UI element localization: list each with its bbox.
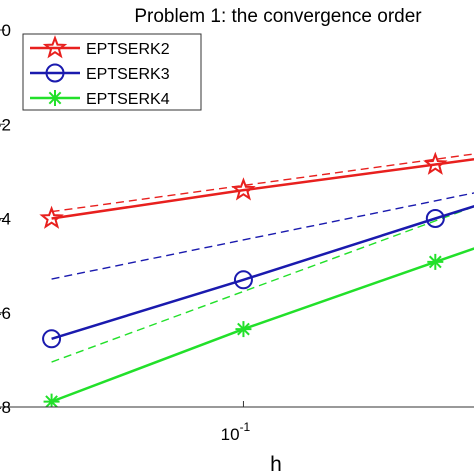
reference-line-3 bbox=[51, 205, 474, 363]
y-tick-label: -4 bbox=[0, 210, 11, 229]
legend-label: EPTSERK3 bbox=[86, 66, 170, 83]
series-line-eptserk2 bbox=[51, 157, 474, 220]
legend-marker bbox=[45, 63, 65, 83]
y-tick-label: -8 bbox=[0, 398, 11, 417]
legend-label: EPTSERK4 bbox=[86, 91, 170, 108]
legend-marker-shape bbox=[42, 35, 68, 59]
series-line-eptserk3 bbox=[51, 205, 474, 340]
legend-label: EPTSERK2 bbox=[86, 41, 170, 58]
data-point-eptserk2-3 bbox=[423, 151, 448, 175]
reference-line-1 bbox=[51, 153, 474, 213]
legend: EPTSERK2 EPTSERK3 EPTSERK4 bbox=[22, 33, 202, 111]
data-point-eptserk2-1 bbox=[39, 205, 64, 229]
legend-entry-eptserk3: EPTSERK3 bbox=[30, 63, 170, 83]
legend-marker-stroke bbox=[48, 91, 62, 105]
data-point-eptserk2-1-shape bbox=[39, 205, 64, 229]
data-point-eptserk4-3-stroke bbox=[428, 255, 442, 269]
y-tick-label: -2 bbox=[0, 115, 11, 134]
data-point-eptserk3-2 bbox=[233, 270, 253, 290]
data-point-eptserk4-3 bbox=[427, 253, 444, 270]
y-tick-label: -6 bbox=[0, 304, 11, 323]
data-point-eptserk3-3-shape bbox=[425, 209, 445, 228]
data-point-eptserk4-2 bbox=[235, 321, 252, 338]
x-tick-exponent: -1 bbox=[240, 420, 251, 434]
reference-line-2 bbox=[51, 192, 474, 280]
legend-marker-shape bbox=[45, 63, 65, 83]
chart-title: Problem 1: the convergence order bbox=[134, 6, 422, 27]
reference-lines bbox=[51, 153, 474, 363]
x-tick-label: 10-1 bbox=[221, 420, 251, 444]
data-point-eptserk4-2-stroke bbox=[237, 322, 250, 336]
data-point-eptserk2-3-shape bbox=[423, 151, 448, 175]
data-point-eptserk4-1-stroke bbox=[45, 395, 58, 407]
series-line-eptserk4 bbox=[51, 247, 474, 403]
legend-marker bbox=[47, 90, 63, 106]
x-axis-label: h bbox=[270, 453, 282, 474]
legend-entry-eptserk2: EPTSERK2 bbox=[30, 35, 170, 59]
data-point-eptserk2-2 bbox=[231, 177, 256, 201]
data-point-eptserk3-1 bbox=[42, 329, 62, 349]
legend-entry-eptserk4: EPTSERK4 bbox=[30, 90, 170, 108]
y-tick-label: 0 bbox=[2, 21, 11, 40]
series-lines bbox=[39, 151, 474, 407]
legend-marker bbox=[42, 35, 68, 59]
data-point-eptserk3-1-shape bbox=[42, 329, 62, 349]
data-point-eptserk3-3 bbox=[425, 209, 445, 228]
data-point-eptserk3-2-shape bbox=[233, 270, 253, 290]
data-point-eptserk2-2-shape bbox=[231, 177, 256, 201]
